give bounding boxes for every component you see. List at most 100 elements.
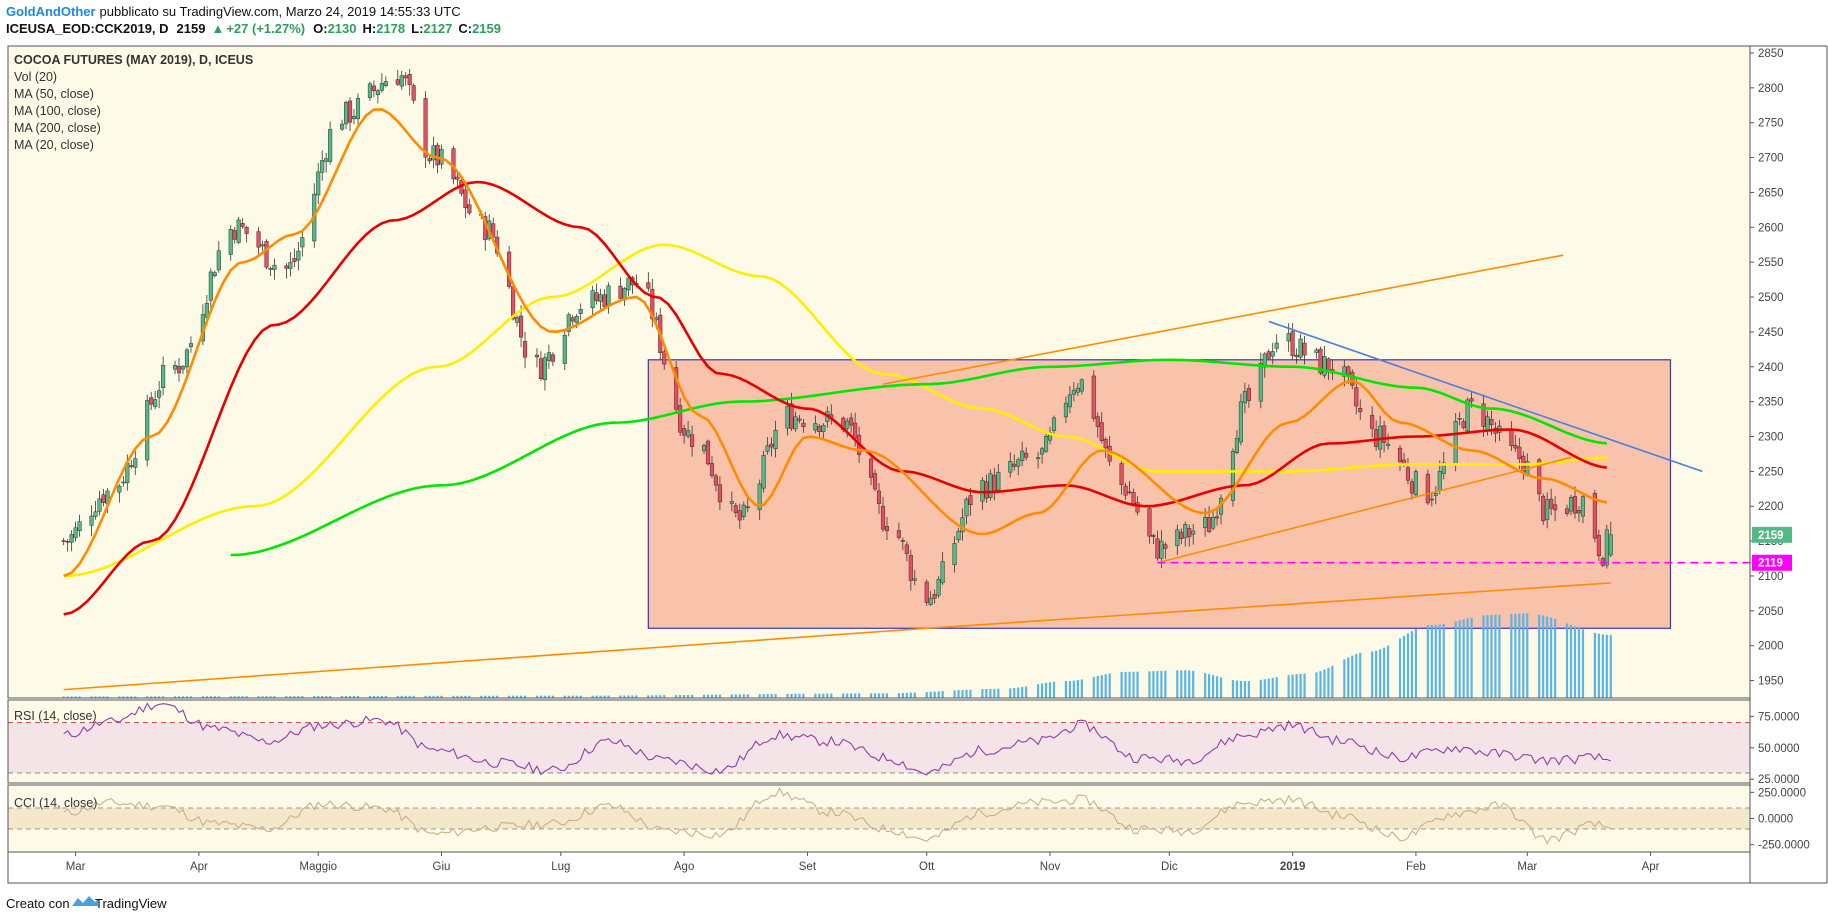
x-tick-label: Nov [1040, 861, 1061, 873]
candle-bull [1453, 421, 1458, 465]
volume-bar [1096, 676, 1099, 698]
candle-bull [1270, 351, 1275, 357]
volume-bar [396, 695, 399, 698]
x-tick-label: Apr [1642, 861, 1660, 873]
candle-bull [1043, 435, 1049, 452]
volume-bar [1243, 681, 1246, 698]
volume-bar [348, 695, 352, 698]
candle-bear [1266, 351, 1271, 359]
candle-bear [1290, 331, 1295, 357]
candle-bear [522, 341, 528, 358]
volume-bar [380, 695, 383, 698]
candle-bear [538, 358, 543, 379]
volume-bar [822, 693, 825, 698]
volume-bar [535, 695, 539, 698]
candle-bull [208, 271, 213, 301]
volume-bar [1009, 688, 1012, 698]
candle-bear [1354, 387, 1359, 407]
candle-bear [872, 473, 878, 490]
volume-bar [869, 693, 873, 698]
trend-line[interactable] [63, 627, 927, 691]
candle-bear [232, 230, 237, 240]
candle-bull [773, 429, 778, 449]
range-box[interactable] [647, 359, 1672, 629]
volume-bar [209, 696, 212, 698]
volume-bar [547, 695, 550, 698]
volume-bar [1402, 635, 1406, 698]
volume-bar [1605, 634, 1608, 698]
candle-bear [176, 365, 182, 374]
volume-bar [1128, 671, 1131, 698]
volume-bar [1021, 686, 1024, 698]
candle-bear [1541, 495, 1546, 522]
volume-bar [595, 695, 598, 698]
candle-bull [1437, 471, 1442, 491]
volume-bar [1164, 670, 1167, 698]
volume-bar [1064, 681, 1068, 698]
candle-bull [1020, 450, 1025, 461]
volume-bar [842, 693, 845, 698]
author-link[interactable]: GoldAndOther [6, 4, 96, 19]
candle-bear [519, 315, 524, 338]
ma20-line[interactable] [63, 108, 1608, 578]
cci-line[interactable] [63, 786, 1612, 845]
candle-bull [952, 543, 957, 566]
candle-bull [328, 129, 333, 162]
candle-bull [988, 473, 993, 498]
cci-pane[interactable] [8, 785, 1750, 852]
volume-bar [989, 688, 992, 698]
volume-bar [317, 696, 320, 698]
trend-line[interactable] [926, 582, 1611, 630]
candle-bear [1565, 508, 1570, 514]
ma100-line[interactable] [63, 243, 1607, 578]
candle-bull [180, 366, 186, 370]
trend-line[interactable] [882, 254, 1564, 385]
trend-line[interactable] [1157, 456, 1572, 564]
candle-bull [216, 250, 221, 271]
volume-bar [826, 693, 829, 698]
candle-bear [801, 422, 806, 428]
volume-bar [762, 694, 765, 698]
volume-bar [1597, 633, 1600, 698]
volume-bar [1080, 679, 1083, 698]
footer-brand[interactable]: TradingView [95, 896, 167, 911]
volume-bar [1188, 670, 1191, 698]
price-pane[interactable] [8, 46, 1750, 698]
candle-bull [296, 250, 301, 261]
volume-bar [1152, 671, 1155, 698]
volume-bar [241, 696, 244, 698]
volume-bar [432, 695, 435, 698]
volume-bar [1184, 670, 1187, 698]
ma200-line[interactable] [230, 358, 1607, 557]
candle-bear [423, 98, 428, 158]
candle-bear [682, 428, 687, 436]
candle-bull [320, 160, 325, 173]
volume-bar [523, 695, 527, 698]
rsi-pane[interactable] [8, 700, 1750, 783]
candle-bull [375, 90, 380, 95]
volume-bar [929, 691, 932, 698]
axes: 1950200020502100215022002250230023502400… [7, 45, 1828, 884]
volume-bar [1040, 683, 1044, 698]
high-value: 2178 [376, 21, 405, 36]
volume-bar [1490, 614, 1493, 698]
candle-bear [1103, 439, 1108, 449]
volume-bar [953, 690, 956, 698]
volume-bar [1204, 673, 1207, 698]
ma50-line[interactable] [63, 180, 1608, 616]
downtrend-line[interactable] [1268, 320, 1703, 473]
candle-bear [1123, 485, 1128, 496]
volume-bar [1287, 675, 1290, 698]
candle-bear [678, 405, 683, 433]
candle-bull [157, 390, 162, 398]
volume-bar [488, 695, 491, 698]
candle-bull [1322, 356, 1327, 376]
candle-bull [1191, 530, 1196, 535]
candle-bear [1358, 407, 1363, 413]
y-tick-label: 1950 [1758, 676, 1784, 688]
volume-bar [74, 696, 77, 698]
rsi-line[interactable] [63, 702, 1612, 776]
volume-bar [702, 694, 706, 698]
volume-bar [575, 695, 578, 698]
